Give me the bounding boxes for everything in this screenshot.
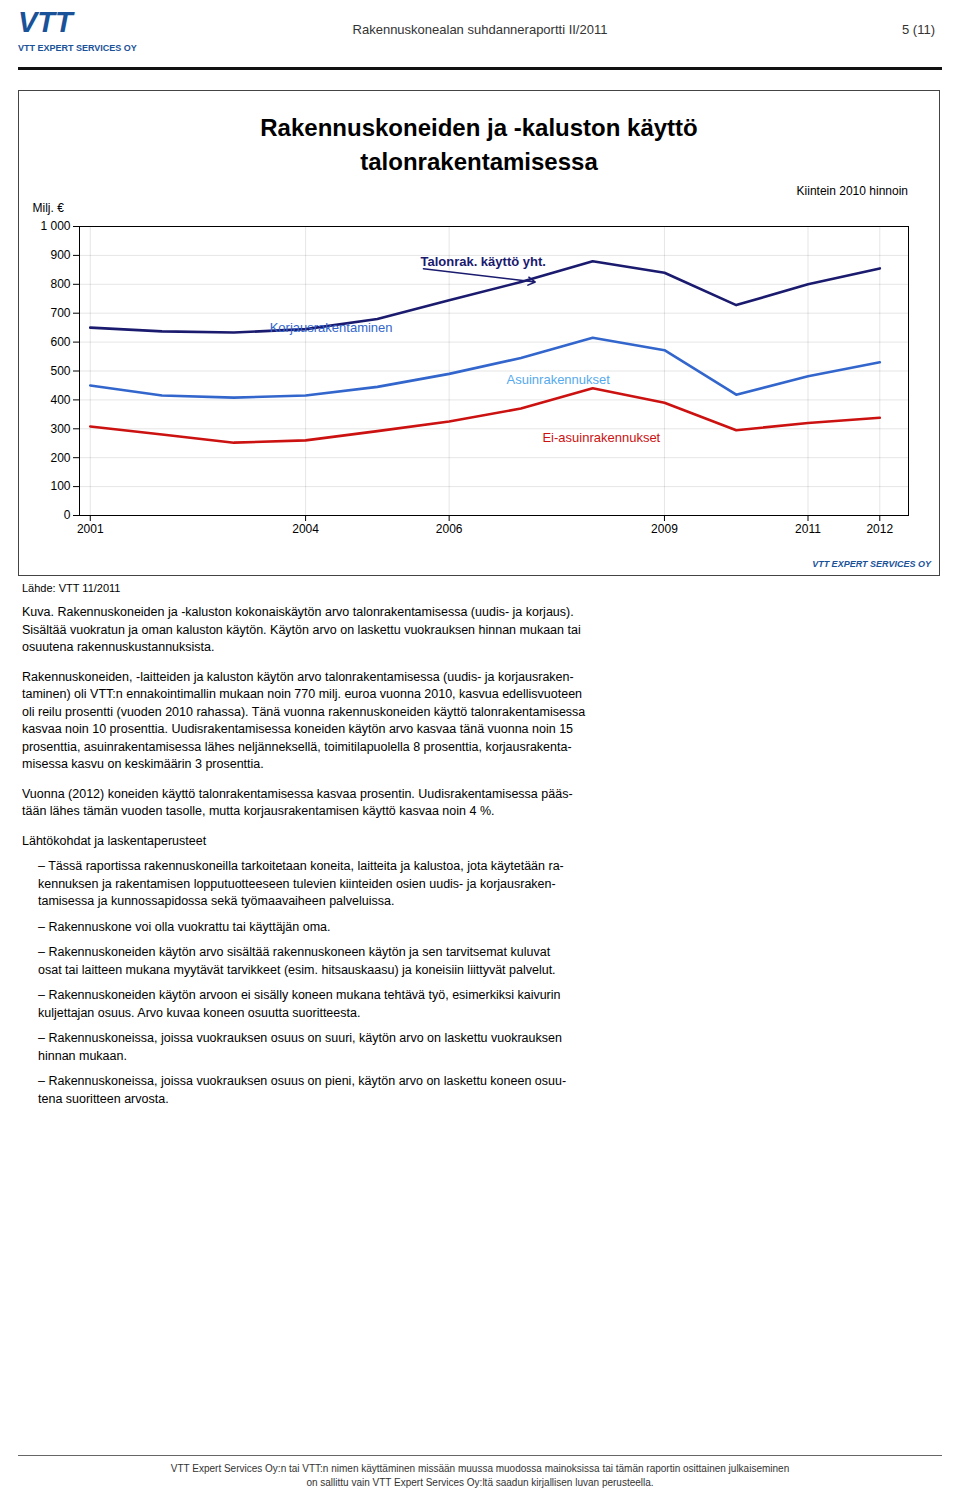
html-text:VTT EXPERT SERVICES OY: VTT EXPERT SERVICES OY: [812, 559, 931, 569]
svg-text:600: 600: [50, 335, 70, 349]
svg-text:2012: 2012: [866, 522, 893, 536]
svg-text:Talonrak. käyttö yht.: Talonrak. käyttö yht.: [420, 255, 545, 270]
svg-text:2011: 2011: [795, 522, 821, 536]
html-text:– Rakennuskoneissa, joissa vuo: – Rakennuskoneissa, joissa vuokrauksen o…: [38, 1074, 567, 1106]
svg-text:2006: 2006: [436, 522, 463, 536]
html-text:– Tässä raportissa rakennuskon: – Tässä raportissa rakennuskoneilla tark…: [38, 859, 564, 908]
html-text:Rakennuskonealan suhdannerapor: Rakennuskonealan suhdanneraportti II/201…: [352, 22, 608, 37]
svg-text:100: 100: [50, 480, 70, 494]
html-text:Rakennuskoneiden, -laitteiden: Rakennuskoneiden, -laitteiden ja kalusto…: [22, 669, 586, 771]
html-text:5 (11): 5 (11): [902, 22, 935, 37]
svg-text:800: 800: [50, 277, 70, 291]
svg-text:500: 500: [50, 364, 70, 378]
html-text:– Rakennuskoneiden käytön arvo: – Rakennuskoneiden käytön arvoon ei sisä…: [38, 988, 561, 1020]
svg-text:2001: 2001: [77, 522, 104, 536]
html-text:– Rakennuskoneissa, joissa vuo: – Rakennuskoneissa, joissa vuokrauksen o…: [38, 1031, 562, 1063]
svg-text:300: 300: [50, 422, 70, 436]
svg-text:1 000: 1 000: [40, 220, 70, 234]
svg-text:Ei-asuinrakennukset: Ei-asuinrakennukset: [542, 430, 660, 445]
html-text:VTT EXPERT SERVICES OY: VTT EXPERT SERVICES OY: [18, 43, 137, 53]
svg-text:2009: 2009: [651, 522, 678, 536]
svg-text:Asuinrakennukset: Asuinrakennukset: [507, 373, 611, 388]
svg-text:400: 400: [50, 393, 70, 407]
html-text:Kiintein 2010 hinnoin: Kiintein 2010 hinnoin: [796, 184, 908, 199]
html-text:Kuva. Rakennuskoneiden ja -kal: Kuva. Rakennuskoneiden ja -kaluston koko…: [22, 605, 581, 654]
html-text:– Rakennuskoneiden käytön arvo: – Rakennuskoneiden käytön arvo sisältää …: [38, 945, 556, 977]
html-text:VTT Expert Services Oy:n tai V: VTT Expert Services Oy:n tai VTT:n nimen…: [170, 1463, 790, 1488]
svg-text:2004: 2004: [292, 522, 319, 536]
html-text:Rakennuskoneiden ja -kaluston: Rakennuskoneiden ja -kaluston käyttö tal…: [260, 114, 698, 175]
html-text:Lähtökohdat ja laskentaperuste: Lähtökohdat ja laskentaperusteet: [22, 833, 207, 848]
html-text:Lähde: VTT 11/2011: Lähde: VTT 11/2011: [22, 582, 121, 594]
svg-text:700: 700: [50, 306, 70, 320]
svg-text:Korjausrakentaminen: Korjausrakentaminen: [270, 321, 393, 336]
svg-text:0: 0: [64, 509, 71, 523]
svg-text:Milj. €: Milj. €: [33, 201, 65, 215]
svg-text:900: 900: [50, 248, 70, 262]
svg-text:200: 200: [50, 451, 70, 465]
html-text:– Rakennuskone voi olla vuokra: – Rakennuskone voi olla vuokrattu tai kä…: [38, 919, 331, 934]
html-text:VTT: VTT: [18, 6, 73, 38]
html-text:Vuonna (2012) koneiden käyttö: Vuonna (2012) koneiden käyttö talonraken…: [22, 786, 573, 818]
